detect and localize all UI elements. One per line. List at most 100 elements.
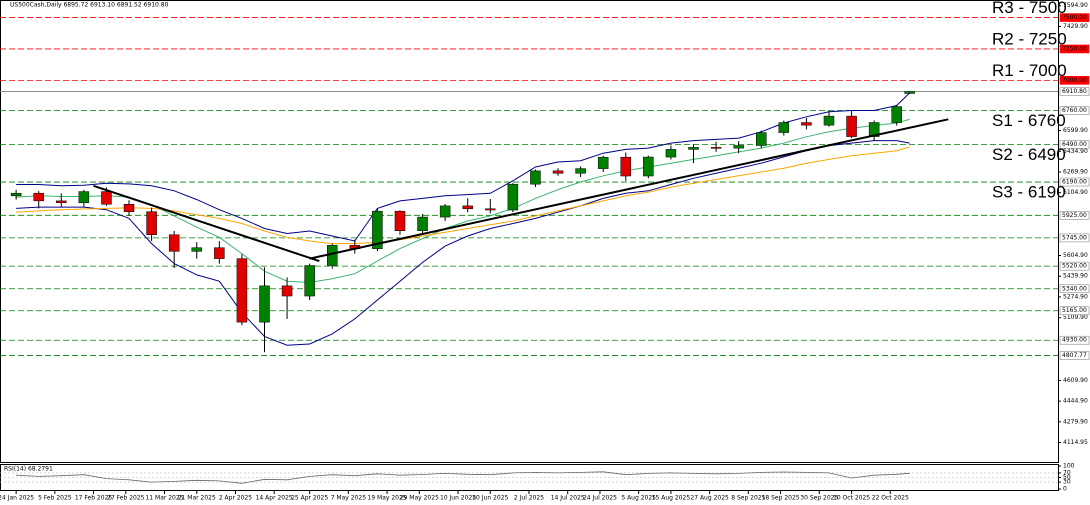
y-tick-label: 7594.90 bbox=[1063, 2, 1088, 9]
candle-body bbox=[665, 149, 677, 158]
y-tick-label: 5604.90 bbox=[1063, 252, 1088, 259]
x-tick-label: 25 Apr 2025 bbox=[291, 495, 328, 502]
level-label-box bbox=[1059, 106, 1090, 115]
candle-body bbox=[575, 168, 586, 174]
x-tick-label: 17 Feb 2025 bbox=[75, 495, 113, 502]
candle-body bbox=[78, 191, 90, 204]
y-tick-label: 4444.90 bbox=[1063, 398, 1088, 405]
x-tick-label: 20 Jun 2025 bbox=[472, 495, 508, 502]
x-tick-label: 29 May 2025 bbox=[400, 495, 439, 502]
x-tick-label: 22 Oct 2025 bbox=[872, 495, 909, 502]
y-tick-label: 7429.90 bbox=[1063, 23, 1088, 30]
level-note: R2 - 7250 bbox=[992, 29, 1067, 48]
level-label: 7000.00 bbox=[1062, 77, 1087, 84]
x-tick-label: 30 Sep 2025 bbox=[800, 495, 838, 502]
rsi-tick-label: 50 bbox=[1063, 474, 1071, 481]
candle-body bbox=[904, 91, 915, 94]
x-tick-label: 11 Mar 2025 bbox=[145, 495, 183, 502]
y-tick-label: 4279.90 bbox=[1063, 418, 1088, 425]
trendline bbox=[309, 118, 949, 260]
y-tick-label: 5439.90 bbox=[1063, 273, 1088, 280]
candle-body bbox=[620, 156, 632, 177]
candle-body bbox=[688, 147, 699, 150]
rsi-title: RSI(14) 68.2791 bbox=[4, 466, 53, 473]
candle-body bbox=[823, 115, 835, 126]
level-label-box bbox=[1059, 177, 1090, 187]
level-label-box bbox=[1059, 76, 1090, 85]
y-tick-label: 6269.90 bbox=[1063, 169, 1088, 176]
level-label: 6190.00 bbox=[1062, 179, 1087, 186]
y-tick-label: 4609.90 bbox=[1063, 377, 1088, 384]
x-tick-label: 27 Aug 2025 bbox=[690, 495, 729, 502]
y-tick-label: 4114.95 bbox=[1063, 439, 1088, 446]
candle-body bbox=[123, 204, 135, 212]
level-note: S1 - 6760 bbox=[992, 111, 1066, 130]
x-tick-label: 19 May 2025 bbox=[368, 495, 407, 502]
candle-body bbox=[439, 205, 451, 218]
candle-body bbox=[372, 210, 383, 249]
candle-body bbox=[168, 234, 180, 252]
y-tick-label: 6104.90 bbox=[1063, 189, 1088, 196]
level-label-box bbox=[1059, 211, 1090, 220]
candle-body bbox=[846, 115, 857, 137]
candle-body bbox=[146, 211, 157, 236]
level-label-box bbox=[1059, 284, 1090, 294]
candle-body bbox=[236, 258, 248, 323]
level-label: 4807.77 bbox=[1062, 352, 1087, 359]
level-note: S2 - 6490 bbox=[992, 145, 1066, 164]
x-tick-label: 2 Apr 2025 bbox=[219, 495, 252, 502]
level-label: 5340.00 bbox=[1062, 285, 1087, 292]
level-label: 4930.00 bbox=[1062, 337, 1087, 344]
candle-body bbox=[710, 147, 722, 149]
candle-body bbox=[733, 145, 744, 149]
candle-body bbox=[801, 122, 812, 126]
level-note: R3 - 7500 bbox=[992, 0, 1067, 17]
level-label: 7250.00 bbox=[1062, 45, 1087, 52]
level-label: 6760.00 bbox=[1062, 107, 1087, 114]
level-label: 6910.80 bbox=[1062, 88, 1087, 95]
indicator-line bbox=[16, 92, 910, 242]
x-tick-label: 14 Apr 2025 bbox=[256, 495, 293, 502]
candle-body bbox=[304, 265, 315, 297]
candle-body bbox=[552, 170, 564, 174]
level-label-box bbox=[1059, 351, 1090, 360]
candle-body bbox=[56, 200, 67, 204]
x-tick-label: 10 Jun 2025 bbox=[440, 495, 476, 502]
candle-body bbox=[778, 122, 790, 133]
rsi-tick-label: 0 bbox=[1063, 486, 1067, 493]
candle-body bbox=[417, 216, 428, 231]
indicator-line bbox=[16, 118, 910, 284]
candle-body bbox=[462, 205, 473, 210]
candle-body bbox=[868, 122, 880, 137]
rsi-tick-label: 100 bbox=[1063, 463, 1075, 470]
candle-body bbox=[597, 156, 609, 169]
y-tick-label: 5109.90 bbox=[1063, 314, 1088, 321]
level-label-box bbox=[1059, 261, 1090, 271]
candle-body bbox=[755, 132, 767, 146]
x-tick-label: 5 Aug 2025 bbox=[621, 495, 656, 502]
x-tick-label: 18 Sep 2025 bbox=[762, 495, 800, 502]
candle-body bbox=[530, 170, 541, 185]
rsi-tick-label: 30 bbox=[1063, 479, 1071, 486]
level-label: 5745.00 bbox=[1062, 234, 1087, 241]
level-label: 5925.00 bbox=[1062, 212, 1087, 219]
candle-body bbox=[214, 247, 225, 259]
candle-body bbox=[259, 285, 270, 323]
y-tick-label: 6434.90 bbox=[1063, 148, 1088, 155]
x-tick-label: 24 Jul 2025 bbox=[583, 495, 617, 502]
level-label-box bbox=[1059, 306, 1090, 316]
x-tick-label: 21 Mar 2025 bbox=[178, 495, 216, 502]
rsi-line bbox=[16, 471, 910, 484]
x-tick-label: 5 Feb 2025 bbox=[38, 495, 72, 502]
chart-title: US500Cash,Daily 6895.72 6913.10 6891.52 … bbox=[10, 2, 169, 9]
x-tick-label: 10 Oct 2025 bbox=[833, 495, 870, 502]
level-label: 7500.00 bbox=[1062, 14, 1087, 21]
candle-body bbox=[394, 210, 406, 231]
candle-body bbox=[507, 183, 519, 211]
level-label: 6490.00 bbox=[1062, 141, 1087, 148]
y-tick-label: 5274.90 bbox=[1063, 293, 1088, 300]
x-tick-label: 15 Aug 2025 bbox=[652, 495, 691, 502]
candle-body bbox=[101, 191, 112, 205]
candle-body bbox=[891, 106, 902, 123]
